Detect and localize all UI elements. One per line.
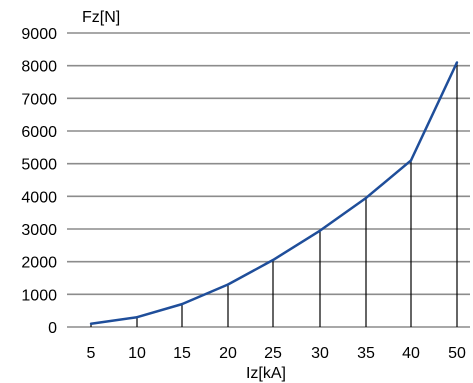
y-tick-label: 8000 bbox=[21, 59, 57, 76]
data-point bbox=[455, 61, 459, 64]
x-tick-label: 5 bbox=[87, 345, 96, 362]
x-tick-label: 50 bbox=[448, 345, 466, 362]
data-point bbox=[364, 196, 368, 200]
x-tick-label: 40 bbox=[402, 345, 420, 362]
y-tick-label: 0 bbox=[48, 320, 57, 337]
x-tick-label: 30 bbox=[311, 345, 329, 362]
data-point bbox=[135, 316, 139, 319]
data-point bbox=[409, 159, 413, 162]
data-point bbox=[89, 322, 93, 325]
x-axis-label: Iz[kA] bbox=[246, 365, 286, 382]
data-point bbox=[271, 258, 275, 262]
x-tick-label: 25 bbox=[264, 345, 282, 362]
x-tick-label: 15 bbox=[173, 345, 191, 362]
x-tick-labels: 5 10 15 20 25 30 35 40 50 bbox=[87, 345, 466, 362]
y-tick-label: 5000 bbox=[21, 157, 57, 174]
x-tick-label: 35 bbox=[357, 345, 375, 362]
y-tick-labels: 0 1000 2000 3000 4000 5000 6000 7000 8000 9000 bbox=[21, 26, 57, 337]
y-tick-label: 3000 bbox=[21, 222, 57, 239]
gridlines bbox=[67, 32, 470, 328]
data-point bbox=[180, 302, 184, 306]
series-line bbox=[90, 61, 459, 325]
y-tick-label: 6000 bbox=[21, 124, 57, 141]
y-tick-label: 2000 bbox=[21, 255, 57, 272]
data-points bbox=[89, 61, 459, 325]
data-point bbox=[318, 229, 322, 232]
y-tick-label: 7000 bbox=[21, 91, 57, 108]
y-axis-label: Fz[N] bbox=[82, 9, 120, 26]
x-tick-label: 10 bbox=[128, 345, 146, 362]
y-tick-label: 1000 bbox=[21, 287, 57, 304]
data-point bbox=[226, 283, 230, 286]
x-tick-label: 20 bbox=[219, 345, 237, 362]
y-tick-label: 4000 bbox=[21, 189, 57, 206]
y-tick-label: 9000 bbox=[21, 26, 57, 43]
drop-lines bbox=[90, 62, 458, 327]
